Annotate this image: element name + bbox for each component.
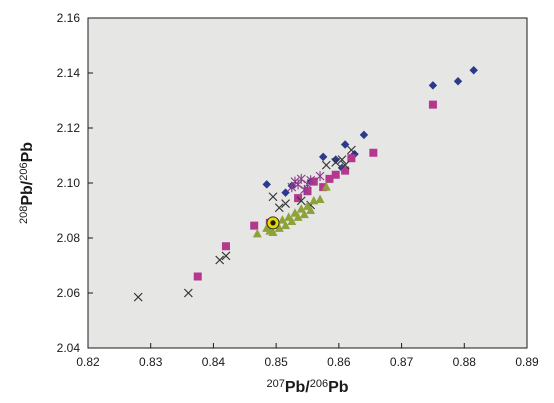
y-axis-title: 208Pb/206Pb [18, 142, 36, 224]
y-axis-title-main1: Pb/ [19, 180, 36, 205]
y-tick-label: 2.12 [57, 121, 81, 135]
data-point-square [303, 187, 312, 196]
data-point-x [215, 255, 225, 265]
x-axis-title-main1: Pb/ [285, 379, 310, 396]
data-point-square [369, 148, 378, 157]
data-point-diamond [340, 140, 350, 149]
data-point-triangle [274, 223, 284, 232]
data-point-x [296, 196, 306, 206]
data-point-x [346, 145, 356, 155]
x-tick-label: 0.86 [327, 355, 351, 369]
x-tick-label: 0.83 [139, 355, 163, 369]
y-tick-label: 2.14 [57, 66, 81, 80]
y-tick-label: 2.04 [57, 341, 81, 355]
data-point-triangle [281, 220, 291, 230]
data-point-square [250, 221, 259, 230]
y-tick-label: 2.08 [57, 231, 81, 245]
x-tick-label: 0.82 [76, 355, 100, 369]
x-tick-label: 0.89 [515, 355, 539, 369]
data-point-square [325, 174, 334, 183]
data-point-diamond [359, 130, 369, 140]
data-point-x [274, 203, 284, 213]
data-point-triangle [252, 228, 262, 238]
x-axis-title: 207Pb/206Pb [266, 378, 348, 396]
data-point-asterisk [306, 175, 316, 186]
x-axis-title-sup1: 207 [266, 378, 284, 390]
data-point-highlight-center [270, 220, 276, 226]
data-point-diamond [281, 188, 290, 197]
y-axis-title-sup1: 208 [18, 206, 30, 224]
data-point-x [340, 160, 350, 170]
data-point-triangle [306, 205, 316, 214]
data-point-triangle [296, 204, 306, 213]
data-point-square [221, 242, 230, 251]
x-tick-label: 0.85 [264, 355, 288, 369]
data-point-x [281, 199, 290, 209]
data-point-diamond [331, 155, 340, 164]
data-point-triangle [277, 215, 287, 224]
data-point-diamond [262, 180, 271, 189]
x-tick-label: 0.84 [202, 355, 226, 369]
x-axis-title-sup2: 206 [310, 378, 328, 390]
data-point-diamond [428, 81, 438, 90]
data-points [133, 66, 478, 302]
data-point-diamond [469, 66, 478, 75]
data-point-square [428, 100, 437, 109]
y-tick-label: 2.16 [57, 11, 81, 25]
data-point-square [341, 166, 350, 175]
x-axis-title-main2: Pb [328, 379, 349, 396]
data-point-x [331, 157, 341, 167]
data-point-x [133, 292, 143, 302]
data-point-x [268, 192, 278, 202]
y-axis-title-main2: Pb [19, 142, 36, 163]
data-point-triangle [321, 182, 331, 191]
data-point-diamond [453, 77, 463, 86]
data-point-x [221, 251, 231, 261]
x-axis-ticks: 0.82 0.83 0.84 0.85 0.86 0.87 0.88 0.89 [76, 343, 539, 369]
data-point-x [337, 155, 347, 165]
y-axis-ticks: 2.04 2.06 2.08 2.10 2.12 2.14 2.16 [57, 11, 93, 355]
data-point-square [331, 170, 340, 179]
data-point-triangle [299, 209, 309, 219]
data-point-x [321, 160, 331, 170]
data-point-square [319, 183, 328, 192]
data-point-x [183, 288, 193, 298]
data-point-triangle [293, 212, 303, 221]
data-point-asterisk [315, 171, 325, 182]
data-point-triangle [315, 194, 325, 203]
x-tick-label: 0.88 [453, 355, 477, 369]
x-tick-label: 0.87 [390, 355, 414, 369]
data-point-square [309, 177, 318, 186]
data-point-triangle [287, 216, 297, 225]
data-point-square [347, 154, 356, 163]
data-point-triangle [268, 227, 278, 236]
y-tick-label: 2.06 [57, 286, 81, 300]
y-axis-title-sup2: 206 [18, 162, 30, 180]
y-tick-label: 2.10 [57, 176, 81, 190]
data-point-diamond [318, 152, 328, 162]
data-point-square [193, 272, 202, 281]
